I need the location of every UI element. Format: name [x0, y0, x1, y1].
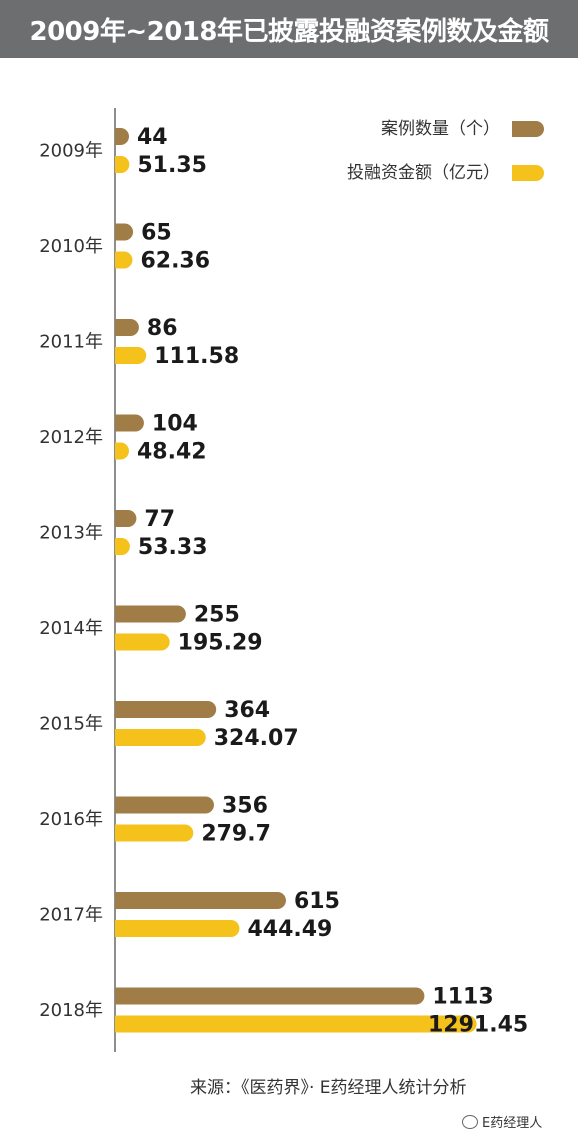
- category-label: 2015年: [39, 714, 103, 735]
- bar-amount: [115, 538, 130, 555]
- bar-amount: [115, 347, 147, 364]
- bar-count: [115, 128, 129, 145]
- data-label: 1291.45: [428, 1013, 528, 1038]
- category-label: 2017年: [39, 905, 103, 926]
- category-label: 2010年: [39, 236, 103, 257]
- legend-swatch: [512, 121, 544, 137]
- data-label: 44: [137, 125, 168, 150]
- data-label: 51.35: [137, 153, 207, 178]
- data-label: 48.42: [137, 440, 207, 465]
- bar-count: [115, 987, 425, 1005]
- data-label: 255: [194, 603, 240, 628]
- data-label: 364: [224, 698, 270, 723]
- data-label: 356: [222, 794, 268, 819]
- bar-chart: 2009年 44 51.35 2010年 65 62.36 2011年 86 111.58 201…: [39, 108, 544, 1052]
- bar-count: [115, 605, 186, 623]
- bar-amount: [115, 633, 170, 651]
- wechat-icon: [462, 1114, 478, 1129]
- watermark-text: E药经理人: [482, 1116, 543, 1131]
- bar-count: [115, 796, 214, 814]
- bar-amount: [115, 251, 133, 269]
- data-label: 615: [294, 889, 340, 914]
- bar-amount: [115, 442, 129, 460]
- data-label: 324.07: [214, 726, 299, 751]
- data-label: 279.7: [201, 822, 271, 847]
- source-note: 来源：《医药界》· E药经理人统计分析: [190, 1078, 467, 1098]
- data-label: 444.49: [247, 917, 332, 942]
- category-label: 2016年: [39, 809, 103, 830]
- bar-amount: [115, 1015, 477, 1033]
- bar-count: [115, 892, 286, 909]
- legend-swatch: [512, 165, 544, 181]
- category-label: 2014年: [39, 618, 103, 639]
- category-label: 2009年: [39, 141, 103, 162]
- bar-count: [115, 414, 144, 432]
- data-label: 65: [141, 221, 172, 246]
- data-label: 62.36: [140, 249, 210, 274]
- data-label: 104: [152, 412, 198, 437]
- data-label: 53.33: [138, 535, 208, 560]
- bar-count: [115, 223, 134, 241]
- watermark: E药经理人: [462, 1112, 542, 1131]
- category-label: 2012年: [39, 427, 103, 448]
- legend-label: 案例数量（个）: [381, 119, 500, 139]
- bar-amount: [115, 920, 240, 937]
- chart-title: 2009年~2018年已披露投融资案例数及金额: [29, 16, 549, 47]
- data-label: 111.58: [154, 344, 239, 369]
- legend-label: 投融资金额（亿元）: [347, 163, 500, 183]
- bar-count: [115, 319, 139, 336]
- title-bar: 2009年~2018年已披露投融资案例数及金额: [0, 0, 578, 58]
- data-label: 1113: [432, 985, 493, 1010]
- category-label: 2018年: [39, 1000, 103, 1021]
- bar-amount: [115, 156, 130, 173]
- data-label: 77: [144, 507, 175, 532]
- data-label: 195.29: [178, 631, 263, 656]
- category-label: 2013年: [39, 523, 103, 544]
- bar-count: [115, 510, 137, 527]
- bar-count: [115, 701, 217, 718]
- data-label: 86: [147, 316, 178, 341]
- bar-amount: [115, 824, 194, 842]
- bar-amount: [115, 729, 206, 746]
- category-label: 2011年: [39, 332, 103, 353]
